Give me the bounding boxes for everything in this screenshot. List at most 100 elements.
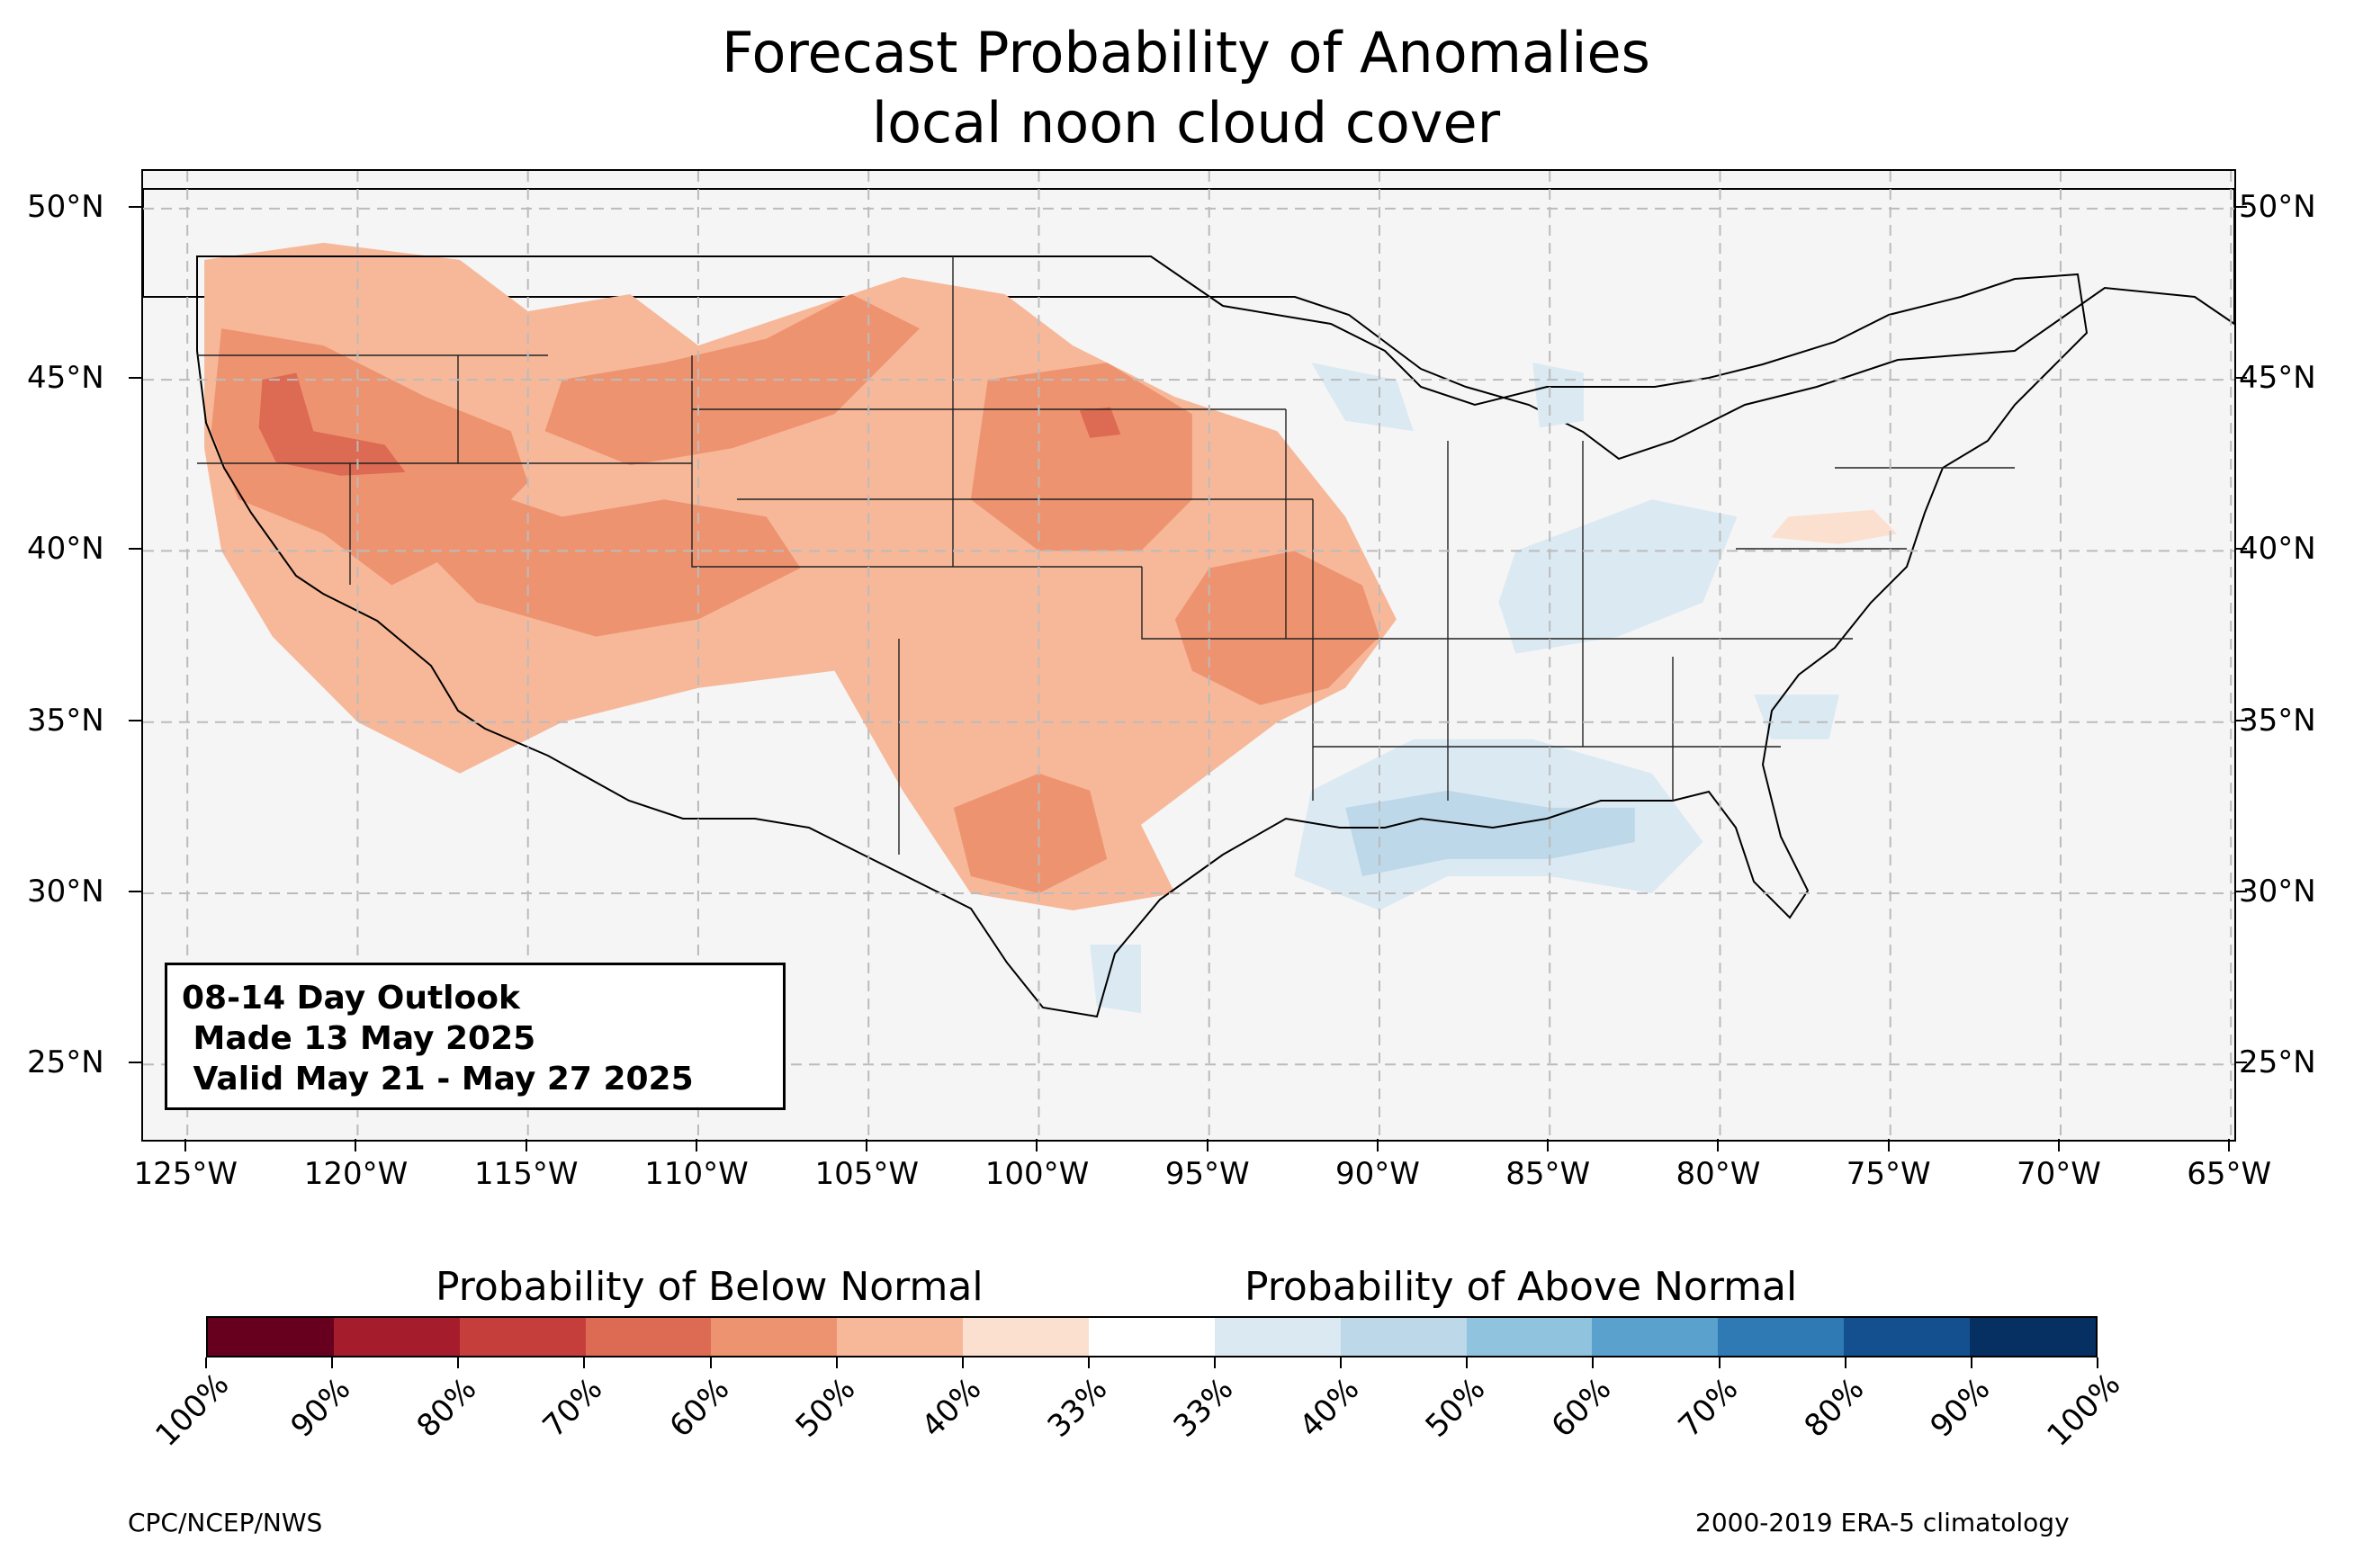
colorbar-above-label: Probability of Above Normal	[1244, 1264, 1798, 1310]
colorbar-tick-label: 60%	[1545, 1371, 1619, 1445]
lon-tick-label: 85°W	[1505, 1156, 1591, 1192]
map-canvas	[143, 171, 2234, 1140]
colorbar-segment	[1718, 1318, 1845, 1356]
map-title-line1: Forecast Probability of Anomalies	[722, 20, 1650, 85]
colorbar-segment	[1089, 1318, 1215, 1356]
colorbar-tick-label: 100%	[148, 1366, 237, 1454]
colorbar-tick-label: 80%	[409, 1371, 484, 1445]
colorbar-tick	[583, 1357, 586, 1368]
colorbar-segment	[1844, 1318, 1971, 1356]
above-normal-layer	[1090, 363, 1839, 1014]
colorbar-tick-label: 90%	[283, 1371, 358, 1445]
lat-tick	[2234, 548, 2247, 551]
footer-climatology: 2000-2019 ERA-5 climatology	[1695, 1508, 2070, 1537]
lat-tick	[2234, 719, 2247, 721]
colorbar-segment	[963, 1318, 1090, 1356]
lon-tick	[866, 1139, 868, 1151]
lat-tick-label: 40°N	[2239, 531, 2316, 568]
lon-tick-label: 110°W	[644, 1156, 749, 1192]
colorbar-tick	[2097, 1357, 2098, 1368]
colorbar-tick-label: 50%	[788, 1371, 862, 1445]
colorbar-tick	[835, 1357, 838, 1368]
colorbar-tick-label: 100%	[2040, 1366, 2128, 1454]
colorbar-tick-label: 80%	[1797, 1371, 1872, 1445]
colorbar-tick	[709, 1357, 712, 1368]
lat-tick	[129, 548, 141, 551]
lon-tick-label: 125°W	[133, 1156, 238, 1192]
colorbar	[206, 1316, 2098, 1357]
colorbar-tick	[1087, 1357, 1090, 1368]
lat-tick-label: 40°N	[27, 531, 104, 568]
outlook-line2: Made 13 May 2025	[182, 1020, 536, 1057]
lon-tick	[184, 1139, 187, 1151]
lon-tick	[1206, 1139, 1208, 1151]
lon-tick-label: 70°W	[2017, 1156, 2101, 1192]
colorbar-segment	[208, 1318, 334, 1356]
region-wyoming-montana	[544, 294, 920, 466]
colorbar-segment	[837, 1318, 964, 1356]
lat-tick-label: 25°N	[27, 1044, 104, 1081]
lon-tick-label: 75°W	[1846, 1156, 1931, 1192]
boundary-layer	[196, 255, 2089, 1018]
colorbar-tick	[1340, 1357, 1343, 1368]
lat-tick-label: 30°N	[27, 873, 104, 909]
lat-tick	[129, 205, 141, 208]
colorbar-tick-label: 70%	[1671, 1371, 1745, 1445]
lon-tick	[1376, 1139, 1379, 1151]
lon-tick-label: 80°W	[1676, 1156, 1761, 1192]
lon-tick-label: 100°W	[984, 1156, 1090, 1192]
lon-tick-label: 120°W	[303, 1156, 409, 1192]
colorbar-tick	[457, 1357, 460, 1368]
lon-tick	[1547, 1139, 1550, 1151]
us-outline	[196, 255, 2089, 1018]
colorbar-segment	[1592, 1318, 1719, 1356]
region-gulf-coast-core	[1345, 790, 1635, 876]
footer-source: CPC/NCEP/NWS	[128, 1508, 323, 1537]
lon-tick	[1887, 1139, 1890, 1151]
colorbar-segment	[1466, 1318, 1593, 1356]
lat-tick-label: 25°N	[2239, 1044, 2316, 1081]
outlook-line3: Valid May 21 - May 27 2025	[182, 1061, 694, 1098]
map-title-line2: local noon cloud cover	[871, 90, 1501, 156]
colorbar-tick-label: 40%	[914, 1371, 989, 1445]
lat-tick-label: 35°N	[2239, 702, 2316, 739]
colorbar-tick-label: 60%	[662, 1371, 736, 1445]
lon-tick	[1717, 1139, 1720, 1151]
lon-tick-label: 105°W	[814, 1156, 919, 1192]
state-lines	[197, 256, 2015, 855]
region-ohio-valley	[1498, 499, 1738, 654]
lon-tick-label: 65°W	[2187, 1156, 2272, 1192]
lon-tick	[355, 1139, 357, 1151]
lon-tick-label: 90°W	[1335, 1156, 1420, 1192]
colorbar-tick	[331, 1357, 334, 1368]
colorbar-segment	[1340, 1318, 1467, 1356]
region-pennsylvania-new-jersey	[1771, 509, 1898, 544]
colorbar-tick-label: 50%	[1418, 1371, 1493, 1445]
colorbar-tick	[1592, 1357, 1595, 1368]
region-utah-colorado	[426, 482, 801, 637]
lon-tick-label: 95°W	[1164, 1156, 1250, 1192]
colorbar-segment	[1214, 1318, 1341, 1356]
lat-tick	[2234, 205, 2247, 208]
colorbar-tick	[1970, 1357, 1972, 1368]
lat-tick-label: 35°N	[27, 702, 104, 739]
outlook-line1: 08-14 Day Outlook	[182, 980, 520, 1017]
colorbar-tick-label: 33%	[1166, 1371, 1241, 1445]
region-west-texas	[953, 773, 1108, 893]
lat-tick	[129, 377, 141, 380]
colorbar-segment	[1970, 1318, 2096, 1356]
region-michigan-lower	[1532, 363, 1585, 428]
lon-tick	[2057, 1139, 2060, 1151]
colorbar-segment	[585, 1318, 712, 1356]
colorbar-tick-label: 90%	[1923, 1371, 1998, 1445]
region-missouri-arkansas	[1174, 551, 1379, 705]
colorbar-tick-label: 70%	[535, 1371, 610, 1445]
colorbar-tick-label: 33%	[1040, 1371, 1115, 1445]
region-minnesota-wisconsin	[1311, 363, 1414, 432]
colorbar-tick	[961, 1357, 964, 1368]
outlook-annotation: 08-14 Day Outlook Made 13 May 2025 Valid…	[165, 963, 786, 1110]
lat-tick	[129, 719, 141, 721]
lat-tick	[2234, 377, 2247, 380]
lat-tick	[2234, 890, 2247, 892]
lon-tick	[1036, 1139, 1038, 1151]
